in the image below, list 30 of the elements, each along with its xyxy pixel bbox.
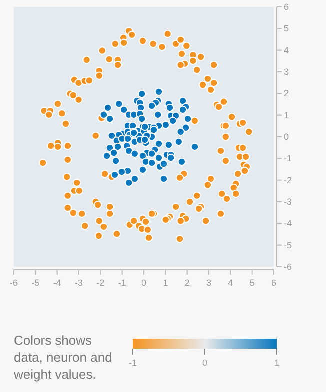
x-tick-label: 2 xyxy=(184,278,190,288)
x-tick-label: 4 xyxy=(228,278,234,288)
x-tick-label: -3 xyxy=(74,278,84,288)
color-bar-label: 0 xyxy=(202,358,208,368)
y-tick-label: 4 xyxy=(284,45,290,56)
color-bar-label: -1 xyxy=(128,358,138,368)
y-tick-label: 3 xyxy=(284,67,290,77)
x-tick-label: -1 xyxy=(118,278,126,288)
x-tick-label: 6 xyxy=(271,278,277,288)
y-tick-label: -6 xyxy=(284,262,292,272)
x-tick-label: 3 xyxy=(206,278,212,288)
x-tick-label: 0 xyxy=(141,278,147,288)
x-tick-label: -6 xyxy=(10,278,18,288)
y-tick-label: 0 xyxy=(284,132,290,142)
color-bar-label: 1 xyxy=(274,358,280,368)
x-tick-label: 1 xyxy=(163,278,168,288)
y-tick-label: -2 xyxy=(284,175,292,186)
y-tick-label: 2 xyxy=(284,88,290,99)
y-tick-label: -3 xyxy=(284,197,292,207)
x-tick-label: 5 xyxy=(250,278,255,288)
y-tick-label: -1 xyxy=(284,154,292,164)
y-tick-label: 6 xyxy=(284,2,290,12)
y-tick-label: -5 xyxy=(284,240,292,250)
x-tick-label: -5 xyxy=(32,278,40,288)
y-tick-label: 1 xyxy=(284,110,290,120)
x-tick-label: -2 xyxy=(96,278,105,288)
y-tick-label: 5 xyxy=(284,24,290,34)
y-tick-label: -4 xyxy=(284,218,292,229)
color-bar-title: Colors shows data, neuron and weight values. xyxy=(13,333,112,382)
x-tick-label: -4 xyxy=(53,278,62,288)
